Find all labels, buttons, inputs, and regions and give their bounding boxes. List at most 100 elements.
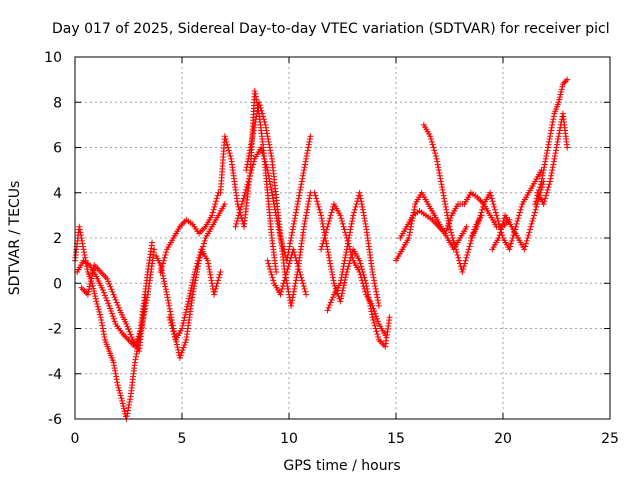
- data-point: [350, 212, 357, 219]
- data-point: [112, 367, 119, 374]
- data-point: [319, 218, 326, 225]
- data-point: [226, 150, 233, 157]
- x-tick-label: 25: [601, 431, 619, 447]
- data-point: [120, 403, 127, 410]
- data-point: [431, 147, 438, 154]
- data-point: [262, 121, 269, 128]
- data-point: [100, 289, 107, 296]
- data-point: [550, 113, 557, 120]
- data-point: [221, 201, 228, 208]
- data-point: [322, 232, 329, 239]
- data-point: [270, 198, 277, 205]
- data-point: [325, 249, 332, 256]
- data-point: [319, 240, 326, 247]
- data-point: [125, 404, 132, 411]
- data-point: [372, 325, 379, 332]
- data-point: [530, 215, 537, 222]
- data-point: [306, 138, 313, 145]
- data-point: [126, 399, 133, 406]
- data-point: [555, 133, 562, 140]
- data-point: [361, 215, 368, 222]
- data-point: [439, 186, 446, 193]
- data-point: [287, 257, 294, 264]
- data-point: [445, 220, 452, 227]
- data-point: [329, 274, 336, 281]
- data-point: [499, 220, 506, 227]
- data-point: [283, 271, 290, 278]
- data-point: [531, 209, 538, 216]
- data-point: [323, 226, 330, 233]
- data-point: [327, 260, 334, 267]
- data-point: [216, 271, 223, 278]
- data-point: [163, 249, 170, 256]
- data-point: [100, 331, 107, 338]
- data-point: [161, 280, 168, 287]
- data-point: [96, 308, 103, 315]
- data-point: [432, 150, 439, 157]
- data-point: [280, 280, 287, 287]
- data-point: [132, 356, 139, 363]
- data-point: [360, 283, 367, 290]
- data-point: [91, 290, 98, 297]
- data-point: [296, 189, 303, 196]
- data-point: [99, 322, 106, 329]
- data-point: [181, 341, 188, 348]
- data-point: [451, 240, 458, 247]
- data-point: [258, 144, 265, 151]
- data-point: [375, 300, 382, 307]
- data-point: [90, 267, 97, 274]
- data-point: [164, 294, 171, 301]
- data-point: [444, 225, 451, 232]
- data-point: [289, 294, 296, 301]
- data-point: [204, 257, 211, 264]
- data-point: [346, 232, 353, 239]
- data-point: [182, 311, 189, 318]
- data-point: [346, 229, 353, 236]
- data-point: [441, 198, 448, 205]
- data-point: [427, 133, 434, 140]
- data-point: [119, 400, 126, 407]
- data-point: [245, 155, 252, 162]
- data-point: [547, 178, 554, 185]
- data-point: [544, 144, 551, 151]
- data-point: [547, 175, 554, 182]
- data-point: [327, 299, 334, 306]
- data-point: [326, 215, 333, 222]
- data-point: [517, 206, 524, 213]
- data-point: [339, 287, 346, 294]
- data-point: [360, 212, 367, 219]
- data-point: [235, 212, 242, 219]
- data-point: [287, 240, 294, 247]
- data-point: [356, 257, 363, 264]
- data-point: [441, 195, 448, 202]
- data-point: [114, 302, 121, 309]
- data-point: [126, 328, 133, 335]
- data-point: [300, 283, 307, 290]
- data-point: [200, 240, 207, 247]
- data-point: [261, 155, 268, 162]
- data-point: [240, 195, 247, 202]
- data-point: [191, 271, 198, 278]
- x-axis-ticks: 0 5 10 15 20 25: [71, 57, 619, 447]
- data-point: [549, 164, 556, 171]
- data-point: [325, 220, 332, 227]
- data-point: [326, 254, 333, 261]
- data-point: [290, 220, 297, 227]
- data-point: [374, 294, 381, 301]
- data-point: [246, 150, 253, 157]
- data-point: [295, 198, 302, 205]
- data-point: [440, 189, 447, 196]
- data-point: [447, 226, 454, 233]
- data-point: [158, 266, 165, 273]
- data-point: [249, 164, 256, 171]
- data-point: [106, 302, 113, 309]
- data-point: [551, 152, 558, 159]
- data-point: [521, 246, 528, 253]
- data-point: [475, 218, 482, 225]
- data-point: [330, 280, 337, 287]
- data-point: [435, 164, 442, 171]
- data-point: [234, 215, 241, 222]
- data-point: [321, 235, 328, 241]
- data-point: [555, 136, 562, 143]
- data-point: [290, 288, 297, 295]
